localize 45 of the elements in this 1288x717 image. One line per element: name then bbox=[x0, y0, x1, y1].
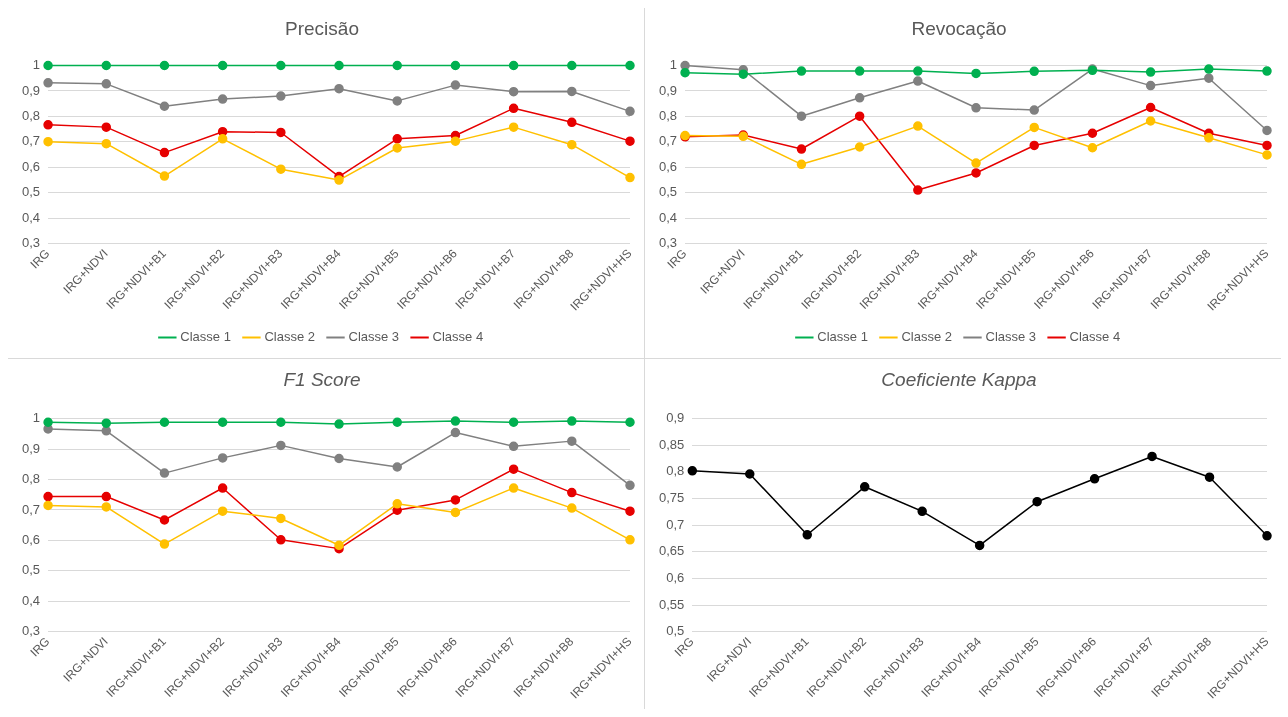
legend-label: Classe 3 bbox=[985, 329, 1037, 345]
y-tick-label: 0,5 bbox=[666, 623, 685, 639]
legend-label: Classe 4 bbox=[432, 329, 484, 345]
y-tick-label: 0,4 bbox=[21, 592, 41, 608]
y-tick-label: 0,6 bbox=[21, 531, 41, 547]
y-tick-label: 0,9 bbox=[21, 82, 41, 98]
y-tick-label: 0,7 bbox=[21, 501, 41, 517]
legend-label: Classe 1 bbox=[180, 329, 231, 345]
legend-label: Classe 2 bbox=[901, 329, 952, 345]
y-tick-label: 0,85 bbox=[658, 436, 685, 452]
y-tick-label: 0,8 bbox=[21, 471, 41, 487]
y-tick-label: 0,6 bbox=[21, 158, 41, 174]
y-tick-label: 0,55 bbox=[658, 596, 685, 612]
y-tick-label: 1 bbox=[32, 410, 41, 426]
chart-title: Coeficiente Kappa bbox=[881, 368, 1037, 390]
y-tick-label: 0,9 bbox=[21, 440, 41, 456]
y-tick-label: 0,6 bbox=[658, 158, 678, 174]
y-tick-label: 1 bbox=[32, 57, 41, 73]
y-tick-label: 0,3 bbox=[21, 623, 41, 639]
legend-label: Classe 3 bbox=[348, 329, 400, 345]
y-tick-label: 0,4 bbox=[21, 209, 41, 225]
chart-title: F1 Score bbox=[283, 368, 361, 390]
y-tick-label: 0,3 bbox=[658, 235, 678, 251]
y-tick-label: 0,9 bbox=[666, 410, 685, 426]
legend-label: Classe 1 bbox=[817, 329, 868, 345]
chart-title: Revocação bbox=[911, 17, 1007, 39]
y-tick-label: 0,8 bbox=[21, 108, 41, 124]
y-tick-label: 0,6 bbox=[666, 570, 685, 586]
y-tick-label: 0,8 bbox=[658, 108, 678, 124]
chart-title: Precisão bbox=[285, 17, 359, 39]
y-tick-label: 0,5 bbox=[21, 184, 41, 200]
y-tick-label: 0,3 bbox=[21, 235, 41, 251]
y-tick-label: 0,9 bbox=[658, 82, 678, 98]
y-tick-label: 1 bbox=[669, 57, 678, 73]
y-tick-label: 0,4 bbox=[658, 209, 678, 225]
y-tick-label: 0,5 bbox=[21, 562, 41, 578]
y-tick-label: 0,65 bbox=[658, 543, 685, 559]
y-tick-label: 0,8 bbox=[666, 463, 685, 479]
legend-label: Classe 4 bbox=[1069, 329, 1121, 345]
y-tick-label: 0,7 bbox=[21, 133, 41, 149]
y-tick-label: 0,7 bbox=[658, 133, 678, 149]
legend-label: Classe 2 bbox=[264, 329, 315, 345]
y-tick-label: 0,7 bbox=[666, 516, 685, 532]
y-tick-label: 0,75 bbox=[658, 490, 685, 506]
y-tick-label: 0,5 bbox=[658, 184, 678, 200]
